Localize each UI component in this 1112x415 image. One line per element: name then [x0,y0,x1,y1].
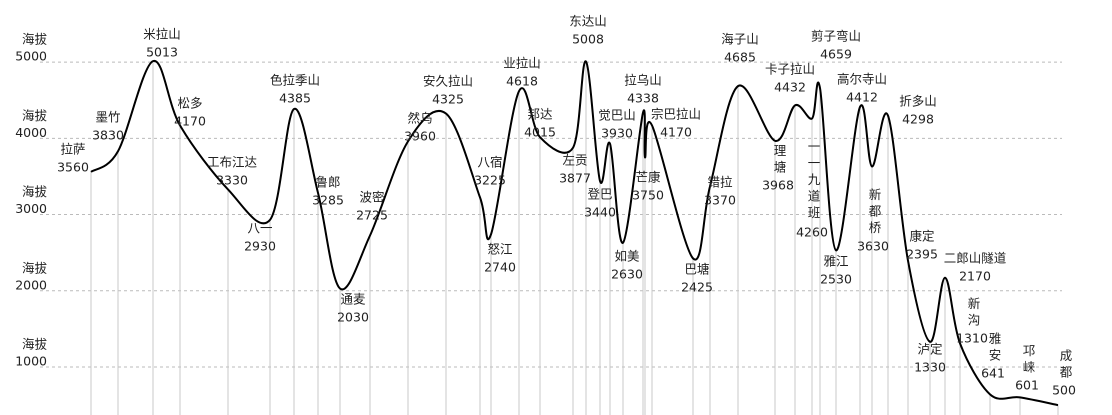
place-label: 折多山 [899,94,937,109]
place-label: 八一 [247,221,272,236]
place-label: 工布江达 [207,155,258,170]
value-label: 3330 [216,173,248,188]
value-label: 3830 [92,128,124,143]
value-label: 3560 [57,160,89,175]
value-label: 4412 [846,90,878,105]
place-label: 业拉山 [503,56,541,71]
place-label: 一一九道班 [806,140,821,223]
value-label: 2740 [484,260,516,275]
place-label: 海子山 [721,32,759,47]
y-tick-label: 5000 [15,49,47,64]
place-label: 邦达 [527,107,553,122]
place-label: 高尔寺山 [837,72,887,87]
value-label: 4385 [279,91,311,106]
place-label: 剪子弯山 [811,29,861,44]
value-label: 5008 [572,32,604,47]
value-label: 3440 [584,205,616,220]
place-label: 东达山 [569,14,607,29]
value-label: 2030 [337,310,369,325]
value-label: 4015 [524,125,556,140]
place-label: 鲁郎 [315,175,340,190]
value-label: 3930 [601,126,633,141]
place-label: 八宿 [477,155,502,170]
value-label: 4685 [724,50,756,65]
value-label: 3225 [474,173,506,188]
y-tick-label: 1000 [15,353,47,368]
value-label: 2395 [906,247,938,262]
place-label: 然乌 [407,111,432,126]
place-label: 色拉季山 [270,73,320,88]
y-axis-label: 海拔 [22,260,48,275]
value-label: 2725 [356,208,388,223]
place-label: 错拉 [707,175,733,190]
place-label: 拉乌山 [624,73,662,88]
place-label: 雅安 [987,331,1002,365]
place-label: 康定 [909,229,934,244]
value-label: 2170 [959,269,991,284]
place-label: 雅江 [823,254,848,269]
y-axis-label: 海拔 [22,108,48,123]
value-label: 1330 [914,360,946,375]
value-label: 4432 [774,80,806,95]
value-label: 601 [1015,378,1039,393]
elevation-line [90,60,1059,407]
value-label: 641 [981,366,1005,381]
value-label: 5013 [146,45,178,60]
value-label: 500 [1052,383,1076,398]
place-label: 拉萨 [60,142,85,157]
place-label: 登巴 [587,187,612,202]
value-label: 3370 [704,193,736,208]
place-label: 米拉山 [143,27,181,42]
value-label: 3960 [404,129,436,144]
value-label: 2530 [820,272,852,287]
place-label: 宗巴拉山 [651,107,701,122]
value-label: 4618 [506,74,538,89]
value-label: 2425 [681,280,713,295]
place-label: 理塘 [772,144,787,177]
value-label: 3285 [312,193,344,208]
place-label: 觉巴山 [598,108,636,123]
place-label: 卡子拉山 [765,62,815,77]
value-label: 2630 [611,267,643,282]
place-label: 新沟 [966,296,981,330]
y-tick-label: 4000 [15,125,47,140]
place-label: 芒康 [635,170,661,185]
place-label: 怒江 [487,242,512,257]
place-label: 巴塘 [684,262,709,277]
place-label: 松多 [177,96,202,111]
value-label: 4260 [796,225,828,240]
value-label: 1310 [956,331,988,346]
value-label: 3968 [762,178,794,193]
place-label: 波密 [359,190,384,205]
value-label: 3877 [559,171,591,186]
value-label: 4325 [432,92,464,107]
value-label: 4170 [174,114,206,129]
value-label: 4659 [820,47,852,62]
place-label: 成都 [1058,349,1073,382]
place-label: 安久拉山 [423,74,473,89]
value-label: 2930 [244,239,276,254]
y-tick-label: 3000 [15,201,47,216]
place-label: 邛崃 [1021,344,1036,377]
value-label: 3750 [632,188,664,203]
value-label: 3630 [857,239,889,254]
place-label: 左贡 [562,153,587,168]
place-label: 通麦 [340,292,366,307]
value-label: 4338 [627,91,659,106]
y-tick-label: 2000 [15,277,47,292]
value-label: 4298 [902,112,934,127]
y-axis-label: 海拔 [22,32,48,47]
place-label: 泸定 [917,342,942,357]
y-axis-label: 海拔 [22,336,48,351]
place-label: 新都桥 [867,187,882,238]
place-label: 墨竹 [95,110,120,125]
value-label: 4170 [660,125,692,140]
place-label: 二郎山隧道 [944,251,1007,266]
place-label: 如美 [614,249,639,264]
y-axis-label: 海拔 [22,184,48,199]
